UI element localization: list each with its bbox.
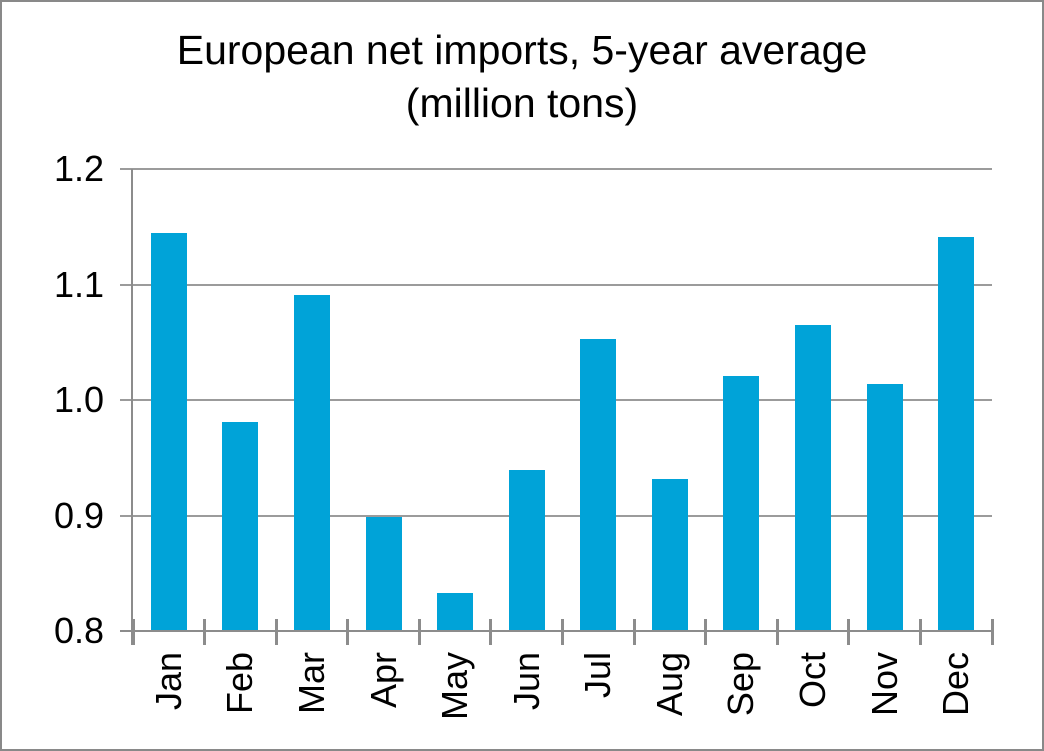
y-axis-label-0.8: 0.8 [53, 610, 104, 651]
y-axis-label-1.0: 1.0 [53, 379, 104, 420]
bar-jun [508, 470, 545, 630]
bar-jul [580, 338, 617, 630]
x-axis-label-jun: Jun [505, 652, 547, 711]
gridline-1.1 [120, 283, 992, 286]
x-axis-label-apr: Apr [362, 652, 404, 709]
y-axis-line [131, 169, 133, 645]
x-axis-line [120, 630, 992, 632]
x-axis-tick [131, 619, 135, 645]
chart-title-line2: (million tons) [405, 80, 639, 126]
x-axis-label-aug: Aug [648, 652, 690, 717]
x-axis-label-jul: Jul [577, 652, 619, 699]
x-axis-label-nov: Nov [863, 652, 905, 717]
bar-dec [938, 237, 975, 630]
bar-nov [866, 383, 903, 630]
bar-mar [293, 294, 330, 630]
x-axis-label-jan: Jan [147, 652, 189, 711]
y-axis-label-0.9: 0.9 [53, 494, 104, 536]
bar-jan [150, 232, 187, 630]
x-axis-tick [632, 619, 636, 645]
chart-title: European net imports, 5-year average (mi… [2, 24, 1042, 130]
x-axis-label-may: May [434, 652, 476, 721]
x-axis-tick [704, 619, 708, 645]
x-axis-label-dec: Dec [935, 652, 977, 717]
x-axis-tick [203, 619, 207, 645]
x-axis-tick [775, 619, 779, 645]
x-axis-tick [847, 619, 851, 645]
gridline-1.2 [120, 168, 992, 170]
x-axis-tick [990, 619, 994, 645]
chart-title-line1: European net imports, 5-year average [176, 27, 868, 73]
x-axis-tick [561, 619, 564, 645]
x-axis-tick [489, 619, 493, 645]
bar-sep [723, 375, 760, 630]
x-axis-label-mar: Mar [290, 652, 332, 714]
bar-apr [365, 516, 402, 630]
x-axis-tick [346, 619, 350, 645]
x-axis-label-oct: Oct [792, 652, 834, 709]
bar-oct [795, 324, 832, 630]
y-axis-label-1.1: 1.1 [53, 263, 104, 305]
gridline-1.0 [120, 399, 992, 401]
bar-feb [222, 421, 259, 630]
x-axis-tick [274, 619, 278, 645]
x-axis-tick [918, 619, 922, 645]
x-axis-tick [417, 619, 421, 645]
bar-may [437, 592, 474, 630]
bar-aug [651, 478, 688, 630]
x-axis-label-sep: Sep [720, 652, 762, 717]
gridline-0.9 [120, 514, 992, 517]
y-axis-label-1.2: 1.2 [53, 148, 104, 189]
x-axis-label-feb: Feb [219, 652, 261, 715]
